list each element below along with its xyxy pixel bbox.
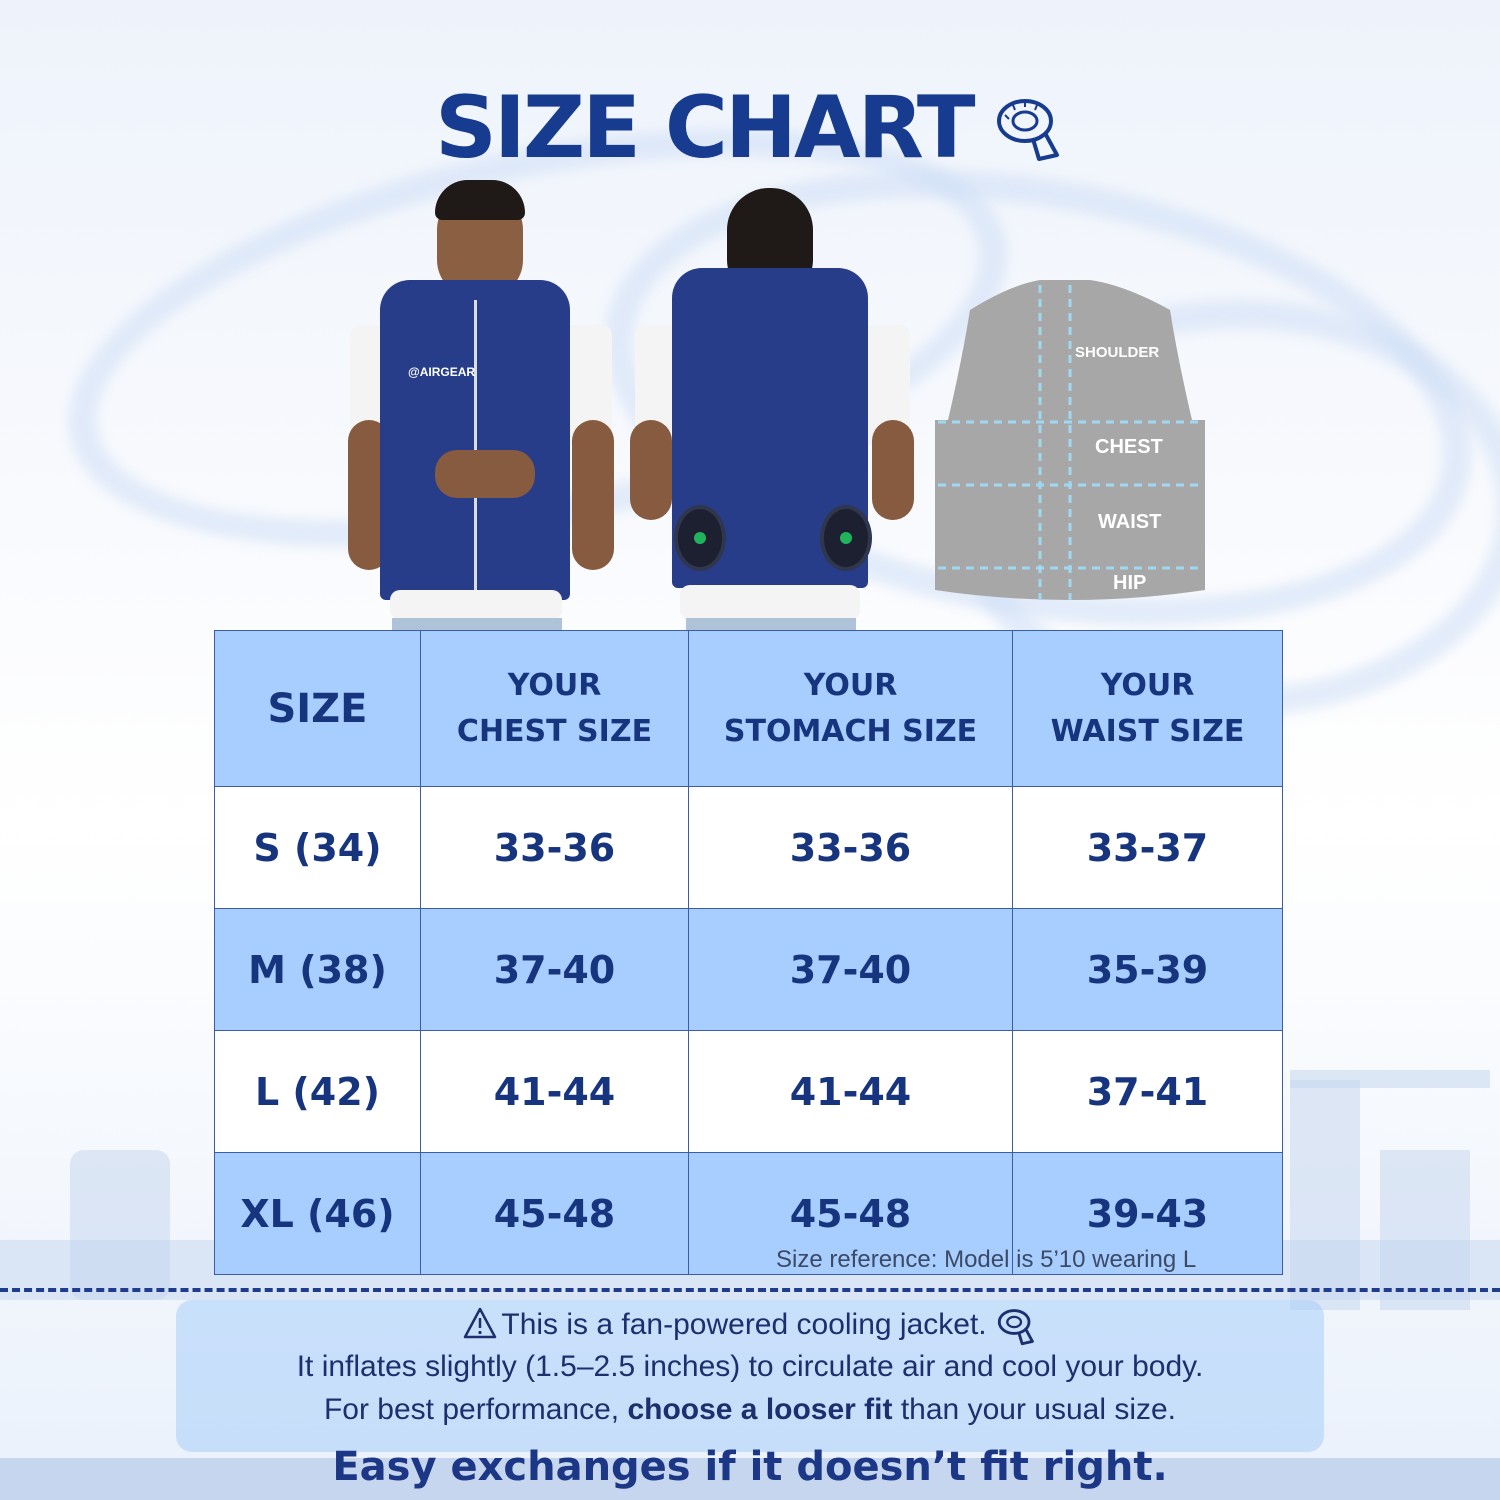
measuring-tape-icon xyxy=(995,93,1065,163)
diagram-label-waist: WAIST xyxy=(1098,511,1162,533)
vest-outline-icon xyxy=(935,280,1205,600)
model-front-photo: @AIRGEAR xyxy=(340,180,620,630)
header-chest-line2: CHEST SIZE xyxy=(456,713,653,749)
info-line-3-bold: choose a looser fit xyxy=(627,1393,893,1426)
footer-band xyxy=(0,1458,1500,1500)
cell-size: L (42) xyxy=(214,1030,421,1153)
cell-size: S (34) xyxy=(214,786,421,909)
model-back-photo xyxy=(630,180,914,630)
info-line-3-suffix: than your usual size. xyxy=(892,1393,1177,1426)
table-header-row: SIZE YOUR CHEST SIZE YOUR STOMACH SIZE YOU… xyxy=(214,630,1283,787)
right-arm xyxy=(872,420,914,520)
cell-chest: 33-36 xyxy=(420,786,689,909)
cell-stomach: 45-48 xyxy=(688,1152,1013,1275)
header-stomach: YOUR STOMACH SIZE xyxy=(688,630,1013,787)
jeans xyxy=(392,618,562,630)
cell-size: XL (46) xyxy=(214,1152,421,1275)
size-reference-note: Size reference: Model is 5’10 wearing L xyxy=(776,1246,1197,1273)
cell-waist: 37-41 xyxy=(1012,1030,1283,1153)
cell-chest: 37-40 xyxy=(420,908,689,1031)
info-box xyxy=(176,1300,1324,1452)
cell-waist: 35-39 xyxy=(1012,908,1283,1031)
table-row: S (34) 33-36 33-36 33-37 xyxy=(214,786,1283,909)
header-chest: YOUR CHEST SIZE xyxy=(420,630,689,787)
cell-stomach: 37-40 xyxy=(688,908,1013,1031)
header-chest-line1: YOUR xyxy=(507,667,602,703)
model-hair xyxy=(435,180,525,220)
info-line-1: This is a fan-powered cooling jacket. xyxy=(501,1308,987,1341)
cell-stomach: 41-44 xyxy=(688,1030,1013,1153)
dashed-divider xyxy=(0,1288,1500,1292)
table-row: XL (46) 45-48 45-48 39-43 xyxy=(214,1152,1283,1275)
cell-waist: 33-37 xyxy=(1012,786,1283,909)
info-line-2: It inflates slightly (1.5–2.5 inches) to… xyxy=(296,1350,1204,1383)
size-chart-table: SIZE YOUR CHEST SIZE YOUR STOMACH SIZE YOU… xyxy=(214,630,1283,1275)
diagram-label-hip: HIP xyxy=(1113,572,1147,594)
header-size-label: SIZE xyxy=(267,685,368,732)
cell-size: M (38) xyxy=(214,908,421,1031)
table-row: M (38) 37-40 37-40 35-39 xyxy=(214,908,1283,1031)
right-fan-icon xyxy=(820,505,872,571)
left-arm xyxy=(630,420,672,520)
right-arm xyxy=(572,420,614,570)
jeans xyxy=(686,618,856,630)
cell-chest: 41-44 xyxy=(420,1030,689,1153)
header-waist: YOUR WAIST SIZE xyxy=(1012,630,1283,787)
page-title: SIZE CHART xyxy=(434,78,976,178)
info-line-1-row: This is a fan-powered cooling jacket. xyxy=(0,1306,1500,1346)
info-line-3-row: For best performance, choose a looser fi… xyxy=(0,1393,1500,1427)
cell-stomach: 33-36 xyxy=(688,786,1013,909)
tshirt-hem xyxy=(680,585,860,620)
header-stomach-line2: STOMACH SIZE xyxy=(723,713,978,749)
measuring-tape-icon xyxy=(997,1306,1037,1346)
header-size: SIZE xyxy=(214,630,421,787)
header-waist-line2: WAIST SIZE xyxy=(1050,713,1245,749)
info-line-3-prefix: For best performance, xyxy=(323,1393,628,1426)
hands xyxy=(435,450,535,498)
title-row: SIZE CHART xyxy=(0,78,1500,178)
footer-text: Easy exchanges if it doesn’t fit right. xyxy=(332,1444,1168,1490)
header-waist-line1: YOUR xyxy=(1100,667,1195,703)
brand-logo: @AIRGEAR xyxy=(408,365,476,379)
diagram-label-chest: CHEST xyxy=(1095,436,1163,458)
header-stomach-line1: YOUR xyxy=(803,667,898,703)
left-fan-icon xyxy=(674,505,726,571)
cell-chest: 45-48 xyxy=(420,1152,689,1275)
background-crane-arm xyxy=(1290,1070,1490,1088)
table-row: L (42) 41-44 41-44 37-41 xyxy=(214,1030,1283,1153)
cell-waist: 39-43 xyxy=(1012,1152,1283,1275)
tshirt-hem xyxy=(390,590,562,620)
warning-icon xyxy=(463,1307,497,1339)
vest-measurement-diagram: SHOULDER CHEST WAIST HIP xyxy=(930,280,1210,610)
diagram-label-shoulder: SHOULDER xyxy=(1075,344,1160,361)
